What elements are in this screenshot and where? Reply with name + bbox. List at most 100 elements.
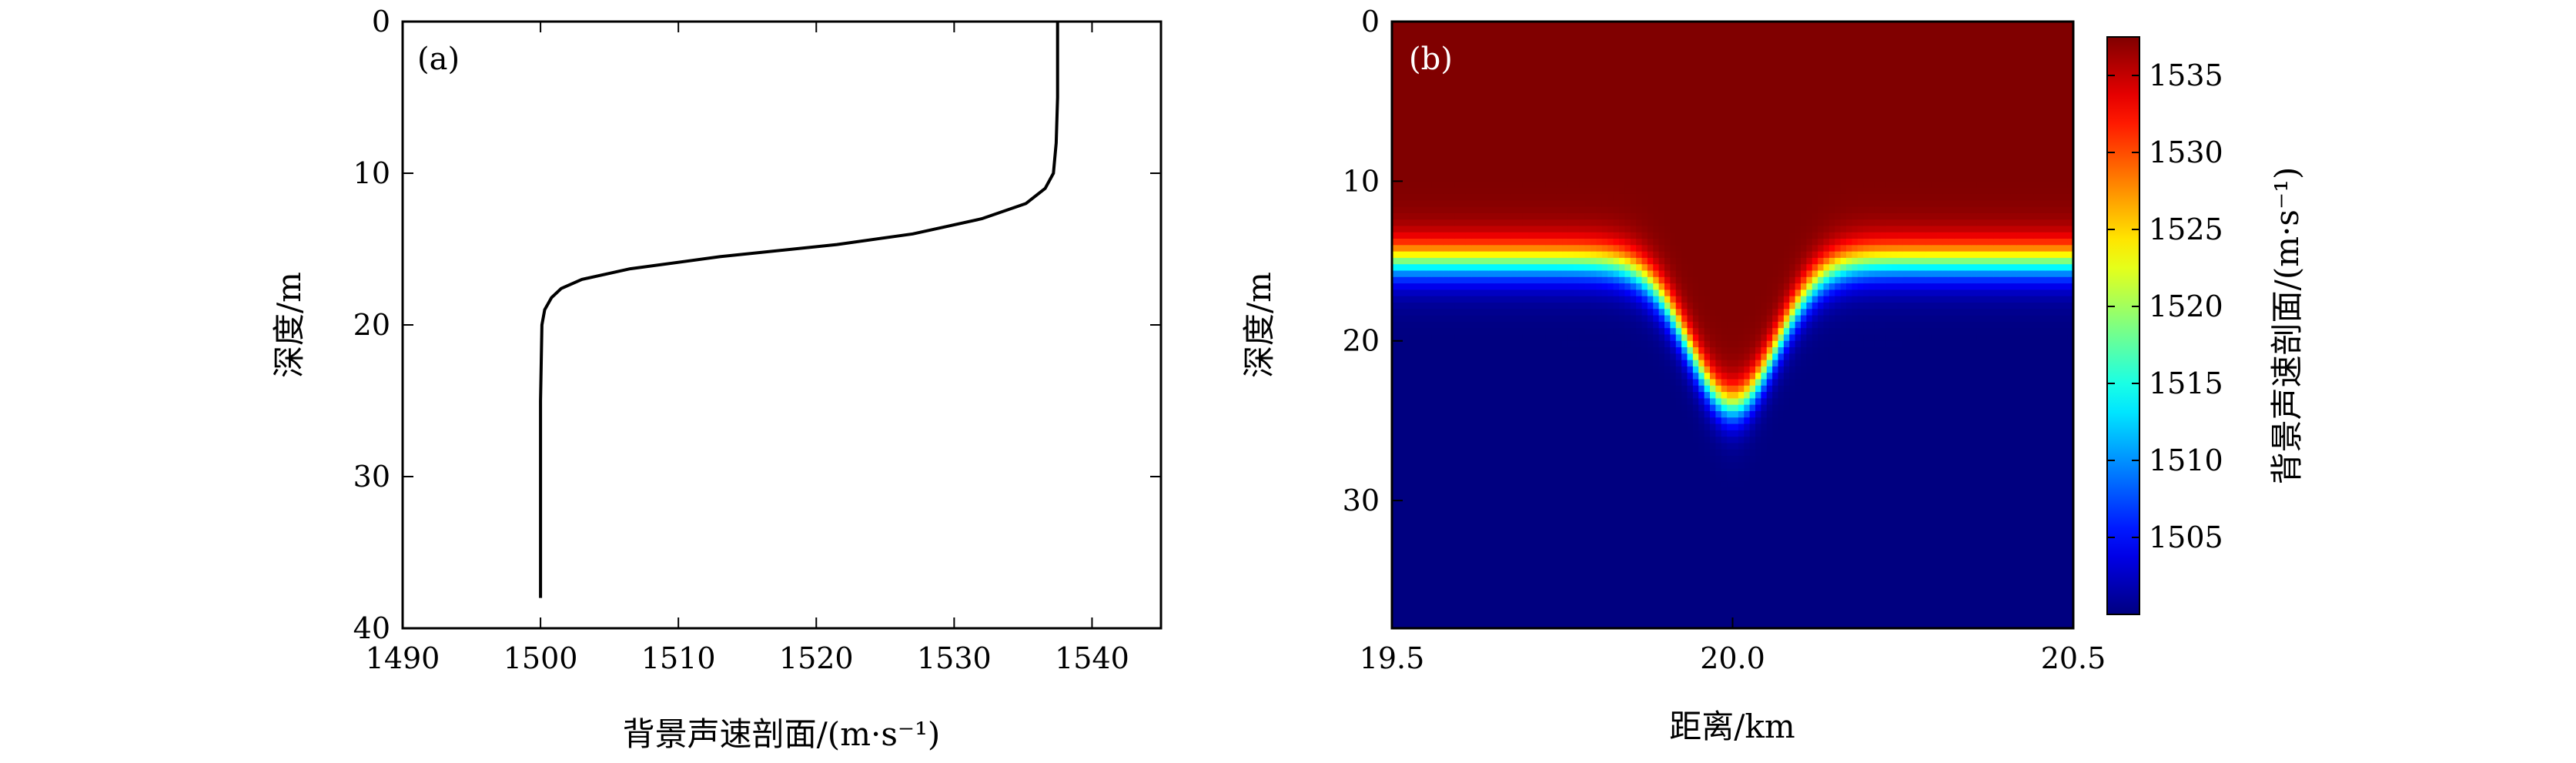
heatmap-cell <box>1670 149 1676 156</box>
heatmap-cell <box>1528 28 1534 35</box>
heatmap-cell <box>1614 162 1620 169</box>
heatmap-cell <box>1454 169 1460 176</box>
heatmap-cell <box>1545 533 1551 540</box>
heatmap-cell <box>1415 334 1421 341</box>
heatmap-cell <box>1648 130 1654 137</box>
heatmap-cell <box>1562 488 1568 495</box>
heatmap-cell <box>1466 405 1472 412</box>
heatmap-cell <box>1574 577 1580 584</box>
heatmap-cell <box>1454 188 1460 195</box>
heatmap-cell <box>1523 334 1529 341</box>
heatmap-cell <box>1568 456 1574 463</box>
heatmap-cell <box>1653 296 1659 303</box>
heatmap-cell <box>1500 175 1506 182</box>
heatmap-cell <box>1624 181 1631 188</box>
heatmap-cell <box>1449 105 1455 112</box>
heatmap-cell <box>1437 520 1444 527</box>
heatmap-cell <box>1670 277 1676 284</box>
heatmap-cell <box>1540 53 1546 60</box>
heatmap-cell <box>1591 264 1597 271</box>
heatmap-cell <box>1602 380 1608 387</box>
heatmap-cell <box>1619 373 1625 380</box>
heatmap-cell <box>1642 289 1648 296</box>
heatmap-cell <box>1523 252 1529 259</box>
heatmap-cell <box>1494 533 1500 540</box>
heatmap-cell <box>1528 520 1534 527</box>
heatmap-cell <box>1642 60 1648 67</box>
heatmap-cell <box>1670 424 1676 431</box>
heatmap-cell <box>1466 545 1472 552</box>
heatmap-cell <box>1557 219 1563 226</box>
heatmap-cell <box>1534 85 1540 92</box>
heatmap-cell <box>1653 309 1659 316</box>
heatmap-cell <box>1449 99 1455 105</box>
heatmap-cell <box>1562 558 1568 565</box>
heatmap-cell <box>1681 79 1688 86</box>
heatmap-cell <box>1443 514 1449 520</box>
heatmap-cell <box>1483 41 1489 48</box>
heatmap-cell <box>1460 117 1467 124</box>
heatmap-cell <box>1466 494 1472 501</box>
heatmap-cell <box>1670 353 1676 360</box>
heatmap-cell <box>1449 456 1455 463</box>
heatmap-cell <box>1397 500 1403 507</box>
heatmap-cell <box>1557 162 1563 169</box>
heatmap-cell <box>1494 417 1500 424</box>
heatmap-cell <box>1597 85 1603 92</box>
heatmap-cell <box>1409 437 1415 443</box>
heatmap-cell <box>1432 207 1438 214</box>
heatmap-cell <box>1534 514 1540 520</box>
heatmap-cell <box>1591 520 1597 527</box>
heatmap-cell <box>1545 609 1551 616</box>
heatmap-cell <box>1659 398 1665 405</box>
heatmap-cell <box>1579 334 1585 341</box>
heatmap-cell <box>1426 149 1432 156</box>
heatmap-cell <box>1562 60 1568 67</box>
heatmap-cell <box>1602 405 1608 412</box>
heatmap-cell <box>1471 72 1477 79</box>
heatmap-cell <box>1614 386 1620 393</box>
heatmap-cell <box>1545 456 1551 463</box>
heatmap-cell <box>1648 111 1654 118</box>
heatmap-cell <box>1500 380 1506 387</box>
heatmap-cell <box>1534 149 1540 156</box>
heatmap-cell <box>1670 124 1676 131</box>
heatmap-cell <box>1506 481 1512 488</box>
heatmap-cell <box>1494 481 1500 488</box>
heatmap-cell <box>1659 219 1665 226</box>
panel-a-x-tick-label: 1520 <box>779 641 854 675</box>
heatmap-cell <box>1528 181 1534 188</box>
heatmap-cell <box>1653 571 1659 577</box>
heatmap-cell <box>1631 264 1637 271</box>
heatmap-cell <box>1619 207 1625 214</box>
heatmap-cell <box>1591 551 1597 558</box>
heatmap-cell <box>1557 277 1563 284</box>
heatmap-cell <box>1443 597 1449 604</box>
heatmap-cell <box>1477 551 1484 558</box>
heatmap-cell <box>1648 533 1654 540</box>
heatmap-cell <box>1557 411 1563 418</box>
heatmap-cell <box>1415 341 1421 348</box>
heatmap-cell <box>1534 488 1540 495</box>
heatmap-cell <box>1409 99 1415 105</box>
heatmap-cell <box>1449 303 1455 310</box>
heatmap-cell <box>1420 424 1427 431</box>
heatmap-cell <box>1624 200 1631 207</box>
heatmap-cell <box>1648 149 1654 156</box>
heatmap-cell <box>1659 539 1665 546</box>
heatmap-cell <box>1607 577 1614 584</box>
panel-a-y-tick-label: 20 <box>353 308 390 342</box>
heatmap-cell <box>1471 156 1477 162</box>
heatmap-cell <box>1631 417 1637 424</box>
heatmap-cell <box>1415 316 1421 323</box>
heatmap-cell <box>1500 92 1506 99</box>
heatmap-cell <box>1506 303 1512 310</box>
heatmap-cell <box>1653 85 1659 92</box>
heatmap-cell <box>1642 207 1648 214</box>
heatmap-cell <box>1403 481 1410 488</box>
heatmap-cell <box>1494 424 1500 431</box>
heatmap-cell <box>1602 111 1608 118</box>
heatmap-cell <box>1415 584 1421 591</box>
heatmap-cell <box>1460 380 1467 387</box>
heatmap-cell <box>1631 392 1637 399</box>
